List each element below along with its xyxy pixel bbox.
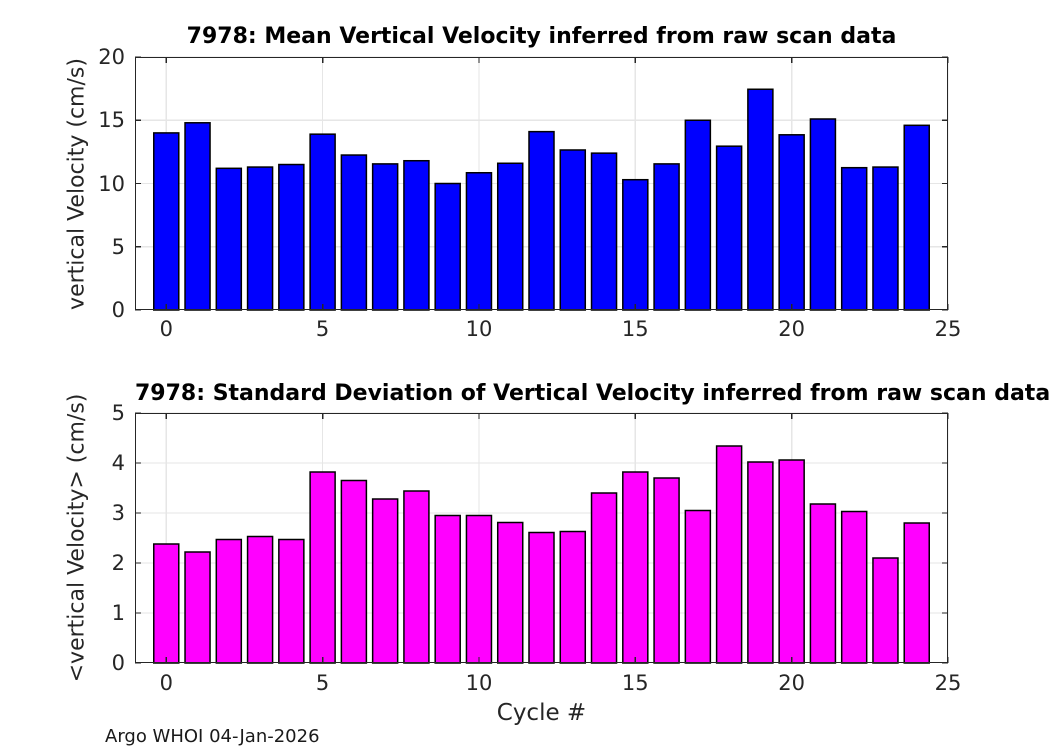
y-tick-label: 5: [111, 401, 125, 425]
y-tick-label: 5: [111, 234, 125, 259]
bar-cycle-20: [778, 134, 805, 311]
bar-cycle-7: [371, 498, 399, 664]
x-tick-label: 0: [159, 317, 173, 341]
bar-cycle-4: [278, 538, 305, 664]
bar-cycle-22: [840, 166, 868, 311]
bar-cycle-15: [622, 471, 649, 664]
bar-cycle-21: [809, 118, 837, 311]
bar-cycle-4: [278, 163, 305, 311]
x-tick-label: 5: [315, 671, 330, 695]
bar-cycle-10: [465, 171, 493, 311]
std-chart-title: 7978: Standard Deviation of Vertical Vel…: [135, 381, 1050, 406]
y-tick-label: 4: [111, 451, 125, 475]
bar-cycle-22: [840, 510, 868, 664]
y-tick-label: 0: [111, 651, 125, 675]
bar-cycle-10: [465, 514, 493, 664]
bar-cycle-5: [309, 471, 336, 664]
x-tick-label: 0: [159, 671, 173, 695]
bar-cycle-3: [246, 535, 274, 664]
bar-cycle-6: [340, 479, 368, 664]
bar-cycle-23: [872, 557, 899, 664]
bar-cycle-7: [371, 163, 399, 311]
x-tick-label: 25: [934, 671, 962, 695]
x-tick-label: 15: [621, 317, 649, 341]
bar-cycle-13: [559, 149, 587, 311]
bar-cycle-8: [403, 490, 430, 664]
bar-cycle-16: [653, 163, 680, 311]
bar-cycle-16: [653, 477, 680, 664]
bar-cycle-6: [340, 154, 368, 311]
bar-cycle-11: [496, 521, 524, 664]
y-tick-label: 3: [111, 501, 125, 525]
bar-cycle-24: [903, 522, 930, 664]
y-tick-label: 1: [111, 601, 125, 625]
x-tick-label: 10: [465, 317, 493, 341]
y-tick-label: 2: [111, 551, 125, 575]
mean-chart-plot-area: [134, 56, 949, 311]
bar-cycle-12: [528, 531, 555, 664]
bar-cycle-3: [246, 166, 274, 311]
bar-cycle-11: [496, 162, 524, 311]
bar-cycle-19: [747, 88, 774, 311]
bar-cycle-2: [215, 538, 243, 664]
bar-cycle-5: [309, 133, 336, 311]
bar-cycle-1: [184, 551, 211, 664]
y-tick-label: 10: [98, 171, 125, 196]
bar-cycle-0: [153, 132, 180, 311]
bar-cycle-17: [684, 509, 712, 664]
bar-cycle-14: [590, 492, 618, 664]
bar-cycle-21: [809, 503, 837, 664]
x-tick-label: 20: [778, 317, 805, 341]
bar-cycle-15: [622, 178, 649, 311]
x-tick-label: 20: [778, 671, 805, 695]
x-tick-label: 10: [465, 671, 493, 695]
bar-cycle-14: [590, 152, 618, 311]
bar-cycle-23: [872, 166, 899, 311]
bar-cycle-18: [715, 145, 743, 311]
bar-cycle-13: [559, 530, 587, 664]
x-tick-label: 15: [621, 671, 649, 695]
figure-footer: Argo WHOI 04-Jan-2026: [105, 726, 320, 747]
x-tick-label: 5: [315, 317, 330, 341]
bar-cycle-0: [153, 543, 180, 664]
bar-cycle-24: [903, 124, 930, 311]
bar-cycle-17: [684, 119, 712, 311]
bar-cycle-19: [747, 461, 774, 664]
y-tick-label: 15: [98, 108, 125, 133]
x-axis-label: Cycle #: [496, 700, 587, 726]
y-tick-label: 0: [111, 298, 125, 322]
bar-cycle-12: [528, 130, 555, 311]
bar-cycle-1: [184, 122, 211, 311]
bar-cycle-9: [434, 514, 461, 664]
bar-cycle-9: [434, 182, 461, 311]
bar-cycle-18: [715, 445, 743, 664]
std-chart-plot-area: [134, 412, 949, 664]
plot-frame: [134, 412, 949, 664]
x-tick-label: 25: [934, 317, 962, 341]
bar-cycle-20: [778, 459, 805, 664]
bar-cycle-8: [403, 159, 430, 311]
mean-chart-title: 7978: Mean Vertical Velocity inferred fr…: [186, 24, 897, 49]
std-chart-y-axis-label: <vertical Velocity> (cm/s): [64, 393, 90, 683]
bar-cycle-2: [215, 167, 243, 311]
y-tick-label: 20: [98, 45, 125, 69]
